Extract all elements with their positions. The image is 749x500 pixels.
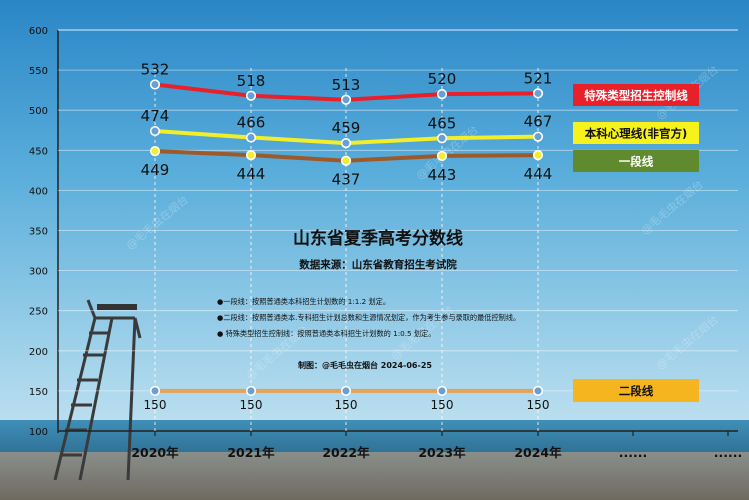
- legend-swatch: [573, 84, 699, 106]
- data-label: 443: [428, 166, 457, 184]
- data-label: 467: [524, 113, 553, 131]
- data-point: [532, 88, 544, 99]
- data-label: 520: [428, 70, 457, 88]
- series-4: 150 150 150 150 150: [144, 385, 550, 412]
- chart-credit: 制图：@毛毛虫在烟台 2024-06-25: [298, 360, 432, 370]
- data-point: [149, 79, 161, 90]
- series-2: 474 466 459 465 467: [141, 107, 553, 149]
- legend-swatch: [573, 150, 699, 172]
- data-label: 518: [237, 72, 266, 90]
- data-label: 150: [335, 398, 358, 412]
- y-tick-label: 300: [29, 267, 48, 278]
- data-point: [532, 385, 544, 397]
- y-tick-label: 550: [29, 66, 48, 77]
- chart-title: 山东省夏季高考分数线: [293, 228, 463, 249]
- x-tick-label: 2022年: [322, 445, 370, 460]
- data-point: [149, 385, 161, 397]
- chart-subtitle: 数据来源：山东省教育招生考试院: [298, 258, 457, 271]
- data-point: [245, 132, 257, 143]
- legend-item-3: 一段线: [573, 150, 699, 172]
- data-point: [436, 133, 448, 144]
- legend-swatch: [573, 122, 699, 144]
- legend-label: 一段线: [619, 155, 654, 169]
- x-tick-label: 2023年: [418, 445, 466, 460]
- data-label: 150: [527, 398, 550, 412]
- data-point: [245, 150, 257, 161]
- data-label: 437: [332, 171, 361, 189]
- y-tick-label: 250: [29, 307, 48, 318]
- data-label: 513: [332, 76, 361, 94]
- data-point: [436, 385, 448, 397]
- y-tick-label: 450: [29, 146, 48, 157]
- x-tick-label: 2024年: [514, 445, 562, 460]
- legend-item-1: 特殊类型招生控制线: [573, 84, 699, 106]
- data-label: 150: [144, 398, 167, 412]
- lifeguard-tower-illustration: [53, 299, 142, 481]
- data-label: 150: [240, 398, 263, 412]
- beach-band: [0, 452, 749, 500]
- data-point: [340, 155, 352, 166]
- y-tick-label: 200: [29, 347, 48, 358]
- data-label: 459: [332, 119, 361, 137]
- data-label: 444: [237, 165, 266, 183]
- series-3: 449 444 437 443 444: [141, 146, 553, 189]
- legend-swatch: [573, 379, 699, 402]
- y-tick-label: 350: [29, 227, 48, 238]
- y-axis-ticks: 100 150 200 250 300 350 400 450 500 550 600: [29, 26, 48, 438]
- data-point: [245, 90, 257, 101]
- x-tick-label: 2021年: [227, 445, 275, 460]
- y-tick-label: 100: [29, 427, 48, 438]
- x-tick-label: ......: [619, 445, 648, 460]
- legend-item-2: 本科心理线(非官方): [573, 122, 699, 144]
- y-tick-label: 600: [29, 26, 48, 37]
- sea-band: [0, 420, 749, 456]
- y-tick-label: 400: [29, 186, 48, 197]
- data-point: [340, 137, 352, 149]
- data-label: 465: [428, 114, 457, 132]
- data-label: 444: [524, 165, 553, 183]
- data-point: [149, 146, 161, 157]
- legend-label: 特殊类型招生控制线: [584, 89, 688, 103]
- data-label: 532: [141, 61, 170, 79]
- y-tick-label: 500: [29, 106, 48, 117]
- data-point: [340, 385, 352, 397]
- data-label: 521: [524, 69, 553, 87]
- data-point: [149, 125, 161, 137]
- x-axis-ticks: 2020年 2021年 2022年 2023年 2024年............: [131, 431, 742, 460]
- x-tick-label: 2020年: [131, 445, 179, 460]
- tower-seat: [97, 304, 137, 310]
- data-point: [436, 89, 448, 100]
- series-1: 532 518 513 520 521: [141, 61, 553, 105]
- data-label: 474: [141, 107, 170, 125]
- x-tick-label: ......: [714, 445, 743, 460]
- data-point: [245, 385, 257, 397]
- data-label: 150: [431, 398, 454, 412]
- legend-label: 本科心理线(非官方): [585, 127, 688, 141]
- legend-item-4: 二段线: [573, 379, 699, 402]
- data-point: [436, 150, 448, 162]
- data-label: 466: [237, 113, 266, 131]
- data-point: [532, 131, 544, 142]
- note-line-2: ●二段线：按照普通类本.专科招生计划总数和生源情况划定，作为考生参与录取的最低控…: [217, 313, 520, 322]
- y-tick-label: 150: [29, 387, 48, 398]
- data-point: [532, 150, 544, 161]
- data-point: [340, 94, 352, 105]
- note-line-3: ● 特殊类型招生控制线：按照普通类本科招生计划数的 1:0.5 划定。: [217, 329, 435, 338]
- note-line-1: ●一段线：按照普通类本科招生计划数的 1:1.2 划定。: [217, 297, 390, 306]
- legend-label: 二段线: [619, 384, 654, 398]
- data-label: 449: [141, 161, 170, 179]
